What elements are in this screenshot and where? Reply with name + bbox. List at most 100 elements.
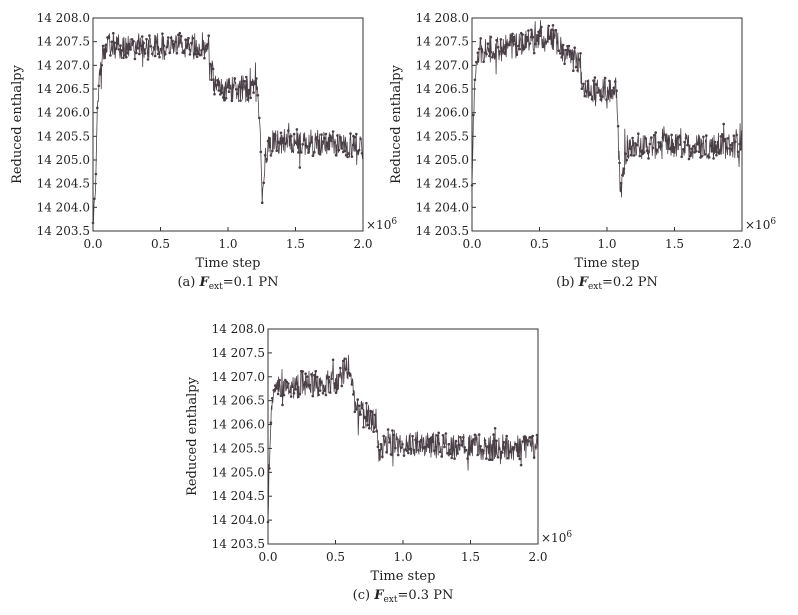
data-point-b-516 <box>719 135 723 138</box>
data-point-a-291 <box>232 84 235 87</box>
data-point-a-96 <box>138 52 141 56</box>
data-point-c-243 <box>383 440 387 443</box>
data-point-c-87 <box>308 383 312 387</box>
data-point-a-102 <box>140 35 144 38</box>
data-point-a-552 <box>357 148 361 152</box>
data-point-b-528 <box>725 146 728 150</box>
data-point-c-30 <box>281 403 284 407</box>
data-point-a-504 <box>334 154 338 157</box>
data-point-c-417 <box>467 452 471 456</box>
data-point-c-159 <box>343 357 347 361</box>
data-point-b-447 <box>686 143 689 147</box>
data-point-b-249 <box>590 97 594 101</box>
data-point-c-447 <box>482 449 485 453</box>
data-point-a-81 <box>130 38 134 41</box>
data-point-c-93 <box>311 394 315 398</box>
data-point-b-255 <box>593 76 597 79</box>
data-point-c-54 <box>292 391 296 395</box>
y-tick-label-a-0: 14 203.5 <box>37 224 90 238</box>
data-point-a-558 <box>360 152 364 155</box>
data-point-b-213 <box>573 46 576 49</box>
data-point-a-432 <box>300 151 303 154</box>
data-point-c-15 <box>273 384 277 387</box>
data-point-a-282 <box>227 90 231 93</box>
data-point-a-189 <box>182 51 186 55</box>
data-point-a-213 <box>194 53 197 56</box>
data-point-c-63 <box>297 395 300 399</box>
data-point-c-363 <box>441 434 445 437</box>
data-point-b-369 <box>648 142 652 146</box>
data-point-b-558 <box>739 147 743 151</box>
data-point-a-531 <box>347 152 351 156</box>
data-point-a-489 <box>327 147 331 151</box>
data-point-c-0 <box>266 520 270 524</box>
data-point-a-537 <box>350 155 354 158</box>
data-point-a-222 <box>198 53 202 57</box>
x-tick-label-c-4: 2.0 <box>528 550 547 564</box>
data-point-b-423 <box>674 139 678 142</box>
data-point-b-468 <box>696 142 699 146</box>
data-point-b-117 <box>527 29 530 32</box>
data-point-c-261 <box>392 433 396 437</box>
data-point-b-120 <box>528 42 532 45</box>
data-point-a-297 <box>234 88 238 91</box>
data-point-a-126 <box>152 46 156 49</box>
data-point-b-498 <box>710 149 714 153</box>
data-point-b-441 <box>683 140 686 144</box>
data-point-a-51 <box>116 37 119 40</box>
data-point-a-348 <box>259 150 263 154</box>
data-point-c-150 <box>339 366 342 370</box>
data-point-b-540 <box>731 142 734 145</box>
data-point-a-246 <box>210 78 213 81</box>
data-point-b-54 <box>496 45 500 49</box>
data-point-c-420 <box>469 448 472 452</box>
data-point-b-201 <box>567 44 571 48</box>
data-point-b-174 <box>554 28 558 32</box>
data-point-a-93 <box>136 46 140 50</box>
data-point-c-291 <box>407 451 410 455</box>
series-line-a <box>92 32 364 224</box>
data-point-b-210 <box>572 69 575 72</box>
data-point-b-180 <box>557 49 561 52</box>
data-point-b-36 <box>488 54 491 58</box>
data-point-a-528 <box>346 155 349 159</box>
data-point-b-327 <box>628 147 631 150</box>
data-point-c-318 <box>420 438 423 442</box>
data-point-b-219 <box>576 69 579 72</box>
data-point-c-51 <box>291 385 294 389</box>
data-point-a-90 <box>135 51 138 55</box>
y-tick-label-a-1: 14 204.0 <box>37 200 90 214</box>
data-point-b-465 <box>694 149 698 153</box>
data-point-c-105 <box>317 393 320 397</box>
data-point-b-477 <box>700 154 704 158</box>
data-point-a-483 <box>324 132 328 136</box>
data-point-a-414 <box>291 149 294 153</box>
data-point-c-453 <box>485 457 488 460</box>
y-tick-label-a-2: 14 204.5 <box>37 177 90 191</box>
data-point-c-405 <box>462 436 465 439</box>
data-point-a-180 <box>178 31 182 35</box>
data-point-a-156 <box>166 36 170 39</box>
data-point-c-492 <box>503 446 507 449</box>
data-point-c-333 <box>427 445 430 449</box>
y-tick-label-b-2: 14 204.5 <box>416 177 469 191</box>
data-point-b-300 <box>615 89 618 92</box>
x-axis-label-b: Time step <box>575 256 640 271</box>
data-point-a-387 <box>278 141 281 145</box>
data-point-b-147 <box>541 45 545 49</box>
data-point-a-375 <box>272 132 276 136</box>
data-point-a-360 <box>265 158 268 161</box>
data-point-c-522 <box>518 457 521 461</box>
data-point-b-204 <box>569 49 572 53</box>
data-point-c-267 <box>395 437 399 441</box>
data-point-c-555 <box>534 445 537 449</box>
data-point-a-357 <box>263 154 267 157</box>
data-point-a-453 <box>310 141 313 144</box>
data-point-a-141 <box>159 47 163 51</box>
data-point-a-405 <box>287 129 290 132</box>
data-point-c-339 <box>430 436 433 439</box>
data-point-c-252 <box>388 441 391 444</box>
y-tick-label-b-0: 14 203.5 <box>416 224 469 238</box>
data-point-b-525 <box>723 138 727 141</box>
y-tick-label-b-7: 14 207.0 <box>416 58 469 72</box>
